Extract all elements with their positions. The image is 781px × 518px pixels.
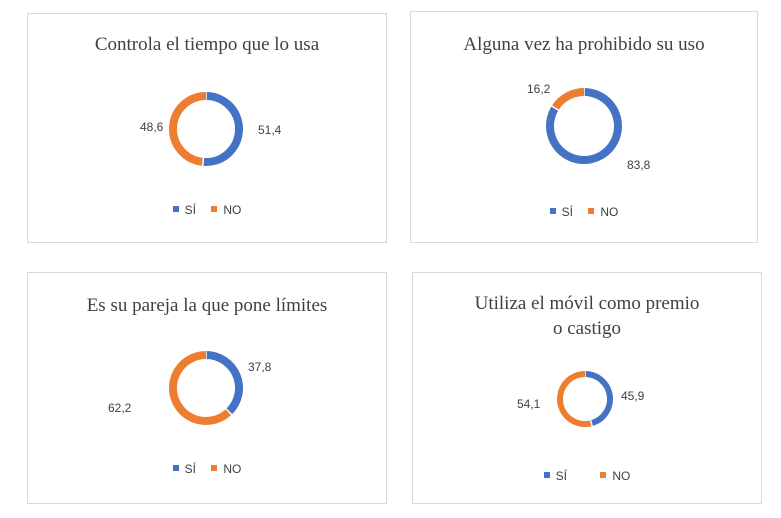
- legend-swatch-si: [172, 206, 179, 212]
- chart-legend: SÍ NO: [411, 205, 757, 219]
- donut-chart: 83,8 16,2: [527, 82, 651, 172]
- data-label-si: 83,8: [627, 158, 651, 172]
- legend-item-no: NO: [600, 469, 630, 483]
- slice-separator: [550, 105, 560, 112]
- data-label-si: 37,8: [248, 360, 272, 374]
- donut-chart: 37,8 62,2: [108, 350, 272, 425]
- legend-label-no: NO: [612, 469, 631, 483]
- legend-item-no: NO: [211, 203, 241, 217]
- slice-separator: [589, 419, 593, 427]
- donut-slice-no: [557, 371, 593, 427]
- legend-swatch-si: [172, 465, 179, 471]
- donut-slice-si: [546, 88, 622, 164]
- chart-panel-4: Utiliza el móvil como premio o castigo 4…: [412, 272, 762, 504]
- legend-swatch-no: [211, 465, 218, 471]
- data-label-no: 48,6: [140, 120, 164, 134]
- legend-label-no: NO: [223, 203, 242, 217]
- legend-label-si: SÍ: [555, 469, 567, 483]
- chart-title: Alguna vez ha prohibido su uso: [463, 34, 705, 55]
- chart-title: Controla el tiempo que lo usa: [94, 34, 320, 55]
- legend-label-no: NO: [223, 462, 242, 476]
- data-label-si: 51,4: [258, 123, 282, 137]
- donut-slice-si: [584, 371, 613, 427]
- chart-legend: SÍ NO: [28, 462, 386, 476]
- chart-legend: SÍ NO: [413, 469, 761, 483]
- legend-item-si: SÍ: [549, 205, 573, 219]
- legend-swatch-no: [600, 472, 607, 478]
- donut-slice-no: [169, 92, 207, 166]
- chart-title: Es su pareja la que pone límites: [86, 295, 328, 316]
- legend-swatch-si: [543, 472, 550, 478]
- legend-label-si: SÍ: [561, 205, 573, 219]
- donut-slice-no: [169, 351, 232, 425]
- donut-chart: 51,4 48,6: [140, 91, 282, 167]
- legend-item-si: SÍ: [172, 203, 196, 217]
- donut-slice-no: [551, 88, 585, 111]
- legend-label-si: SÍ: [184, 203, 196, 217]
- data-label-no: 54,1: [517, 397, 541, 411]
- data-label-no: 16,2: [527, 82, 551, 96]
- slice-separator: [201, 157, 205, 167]
- legend-label-no: NO: [600, 205, 619, 219]
- legend-swatch-si: [549, 208, 556, 214]
- donut-slice-si: [202, 92, 243, 166]
- legend-label-si: SÍ: [184, 462, 196, 476]
- donut-chart: 45,9 54,1: [517, 370, 645, 427]
- legend-item-si: SÍ: [543, 469, 567, 483]
- chart-panel-2: Alguna vez ha prohibido su uso 83,8 16,2 …: [410, 11, 758, 243]
- data-label-no: 62,2: [108, 401, 132, 415]
- chart-title: Utiliza el móvil como premio o castigo: [474, 293, 700, 339]
- chart-panel-3: Es su pareja la que pone límites 37,8 62,…: [27, 272, 387, 504]
- data-label-si: 45,9: [621, 389, 645, 403]
- legend-swatch-no: [211, 206, 218, 212]
- donut-slice-si: [205, 351, 243, 415]
- chart-panel-1: Controla el tiempo que lo usa 51,4 48,6 S…: [27, 13, 387, 243]
- legend-item-no: NO: [588, 205, 618, 219]
- slice-separator: [225, 408, 233, 416]
- chart-legend: SÍ NO: [28, 203, 386, 217]
- legend-item-si: SÍ: [172, 462, 196, 476]
- legend-swatch-no: [588, 208, 595, 214]
- legend-item-no: NO: [211, 462, 241, 476]
